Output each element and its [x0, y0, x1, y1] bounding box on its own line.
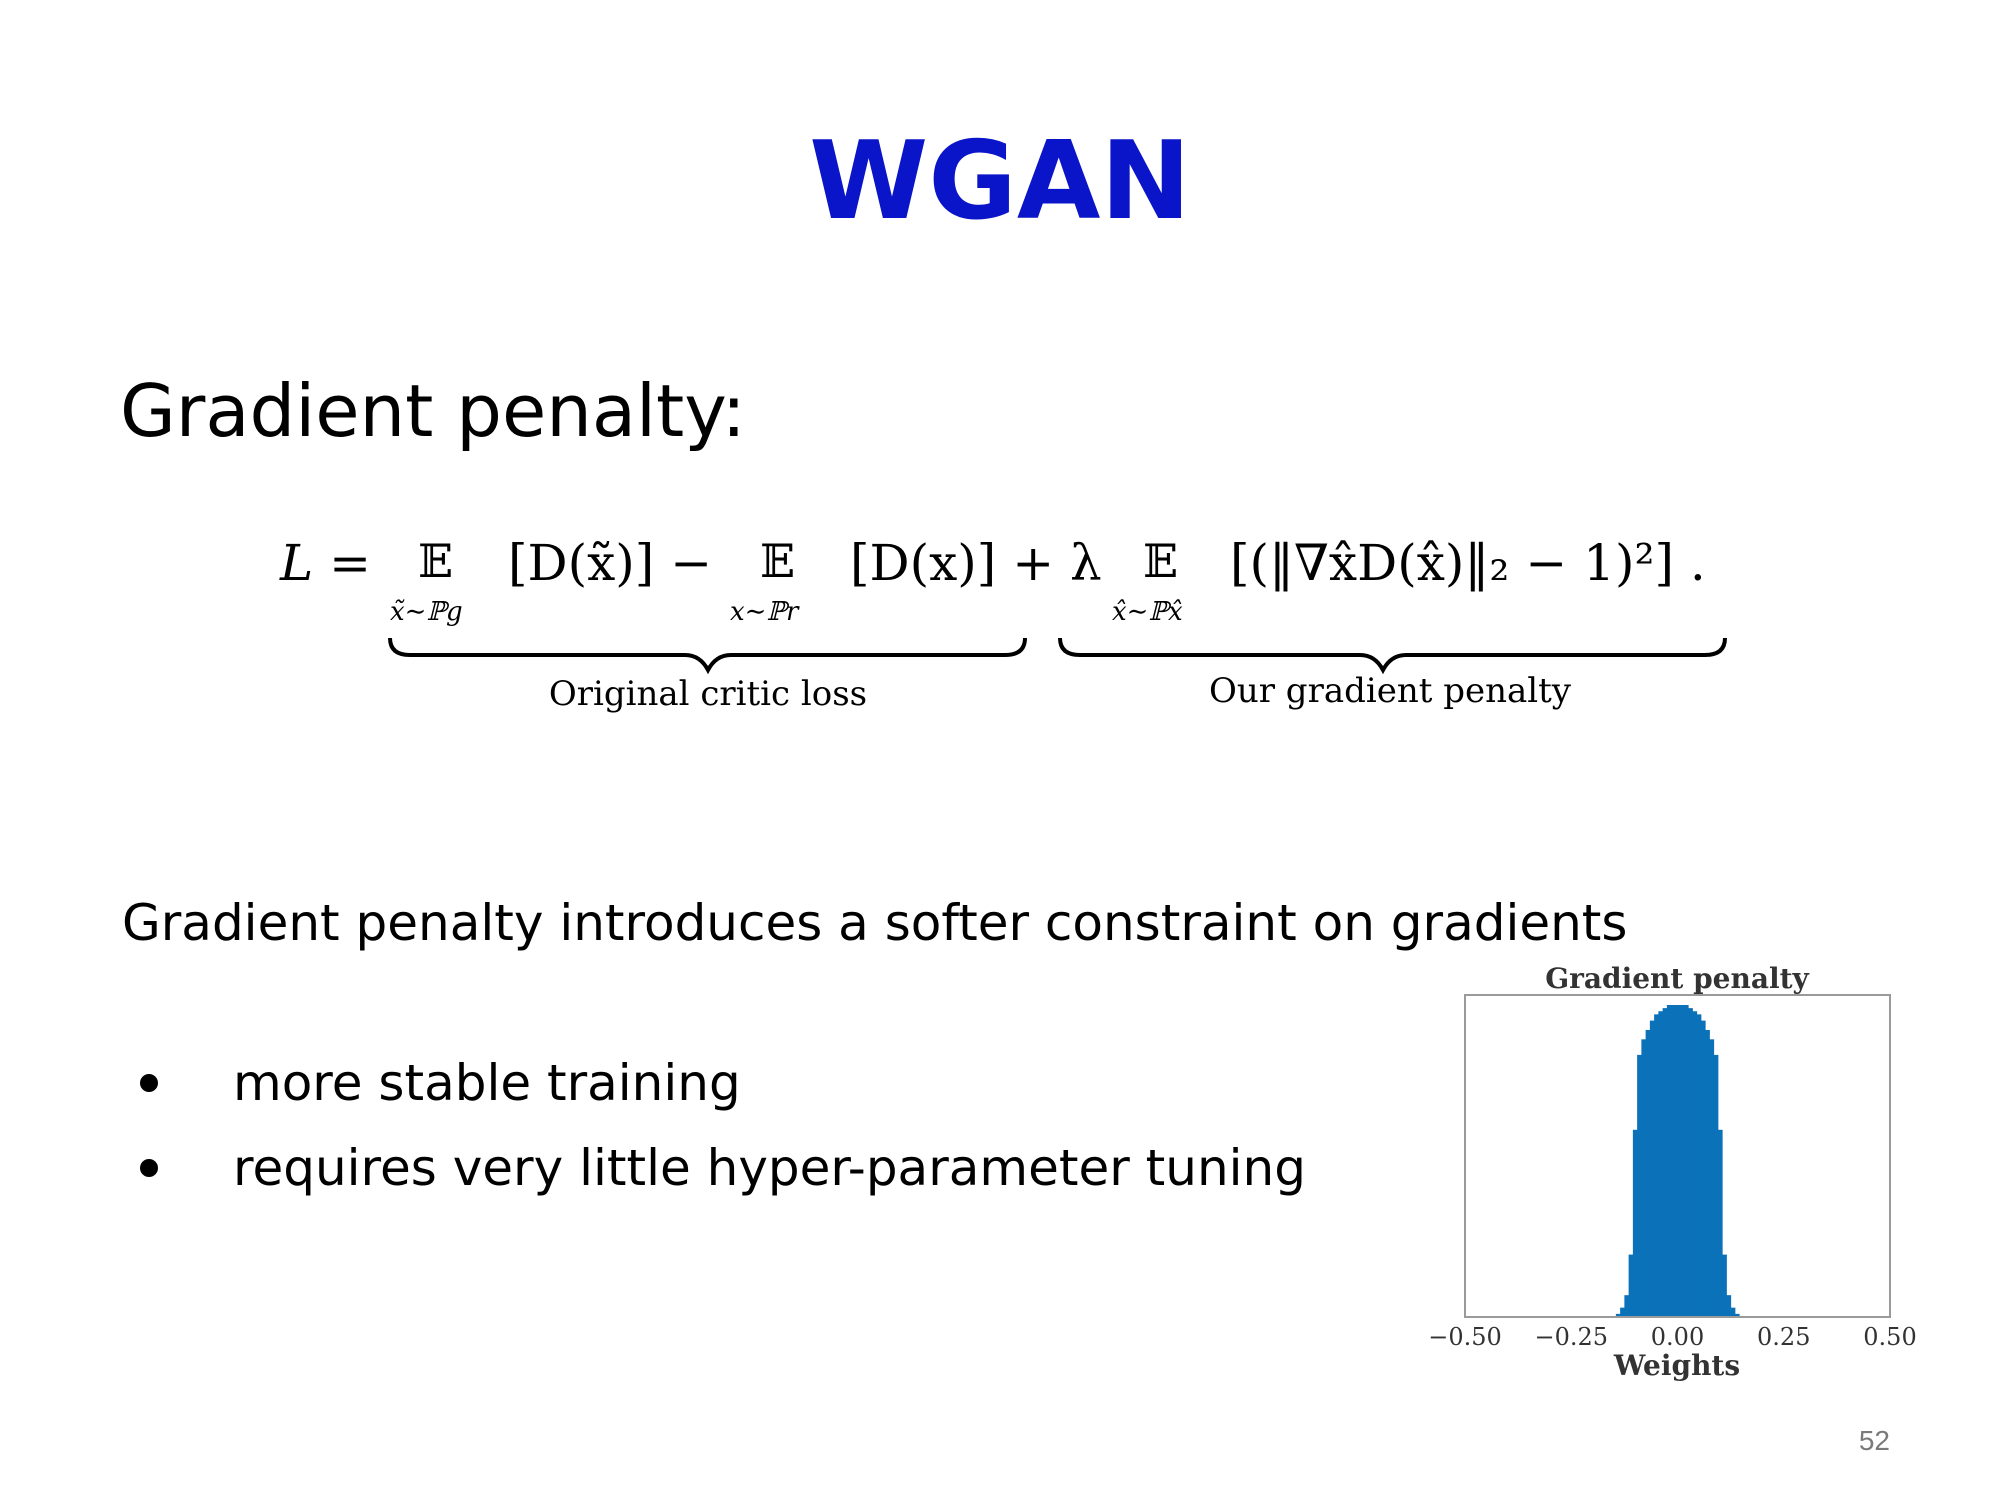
histogram-bar: [1620, 1307, 1625, 1317]
bullet-text: requires very little hyper-parameter tun…: [233, 1138, 1306, 1197]
formula-subscript-2: x∼ℙr: [730, 597, 800, 627]
histogram-bar: [1662, 1008, 1668, 1317]
formula-term-2: [D(x)] + λ: [850, 534, 1102, 592]
histogram-bar: [1671, 1005, 1676, 1317]
x-tick-label: 0.00: [1651, 1323, 1704, 1351]
histogrambars: [1615, 1005, 1740, 1317]
formula-subscript-3: x̂∼ℙx̂: [1112, 597, 1183, 627]
histogram-bar: [1641, 1039, 1647, 1317]
histogram-bar: [1713, 1054, 1719, 1317]
brace-label-original-critic-loss: Original critic loss: [549, 674, 867, 714]
page-number: 52: [1858, 1425, 1890, 1456]
bullet-text: more stable training: [233, 1053, 741, 1112]
slide-subtitle: Gradient penalty:: [120, 369, 746, 453]
x-axis-ticks: −0.50 −0.25 0.00 0.25 0.50: [1428, 1323, 1916, 1351]
histogram-bar: [1705, 1029, 1710, 1317]
gradient-penalty-histogram: Gradient penalty −0.50 −0.25 0.00 0.25 0.50 …: [1428, 962, 1916, 1382]
loss-formula: L = 𝔼 x̃∼ℙg [D(x̃)] − 𝔼 x∼ℙr [D(x)] + λ …: [279, 534, 1727, 714]
formula-expectation-3: 𝔼: [1143, 534, 1178, 588]
chart-title: Gradient penalty: [1545, 962, 1809, 995]
histogram-bar: [1658, 1011, 1664, 1317]
formula-term-3: [(‖∇x̂D(x̂)‖₂ − 1)²] .: [1230, 534, 1706, 592]
histogram-bar: [1679, 1005, 1685, 1317]
x-tick-label: −0.25: [1534, 1323, 1608, 1351]
histogram-bar: [1624, 1295, 1630, 1317]
body-text: Gradient penalty introduces a softer con…: [122, 894, 1628, 952]
x-tick-label: −0.50: [1428, 1323, 1502, 1351]
bullet-item: requires very little hyper-parameter tun…: [140, 1125, 1306, 1210]
histogram-bar: [1726, 1295, 1732, 1317]
histogram-bar: [1696, 1014, 1702, 1317]
formula-lhs: L =: [279, 534, 371, 592]
x-tick-label: 0.25: [1757, 1323, 1810, 1351]
bullet-icon: [140, 1158, 158, 1177]
chart-plot-frame: [1464, 994, 1891, 1318]
formula-subscript-1: x̃∼ℙg: [390, 597, 463, 627]
histogram-bar: [1615, 1313, 1621, 1317]
underbrace-left: [388, 637, 1027, 675]
slide-title: WGAN: [809, 119, 1191, 244]
histogram-bar: [1692, 1011, 1698, 1317]
formula-expectation-1: 𝔼: [418, 534, 453, 588]
histogram-bar: [1683, 1005, 1689, 1317]
x-axis-label: Weights: [1613, 1349, 1740, 1382]
bullet-list: more stable training requires very littl…: [140, 1040, 1306, 1210]
bullet-icon: [140, 1073, 158, 1092]
histogram-bar: [1734, 1313, 1740, 1317]
histogram-bar: [1717, 1129, 1723, 1317]
histogram-bar: [1645, 1029, 1651, 1317]
bullet-item: more stable training: [140, 1040, 1306, 1125]
histogram-bar: [1700, 1020, 1706, 1317]
histogram-bar: [1637, 1054, 1642, 1317]
histogram-bar: [1688, 1008, 1693, 1317]
histogram-bar: [1666, 1005, 1672, 1317]
histogram-bar: [1654, 1014, 1659, 1317]
formula-expectation-2: 𝔼: [760, 534, 795, 588]
x-tick-label: 0.50: [1863, 1323, 1916, 1351]
formula-term-1: [D(x̃)] −: [508, 534, 712, 592]
underbrace-right: [1058, 637, 1727, 675]
histogram-bar: [1709, 1039, 1715, 1317]
brace-label-gradient-penalty: Our gradient penalty: [1209, 671, 1572, 711]
histogram-bar: [1675, 1005, 1681, 1317]
histogram-bar: [1722, 1254, 1727, 1317]
histogram-bar: [1730, 1307, 1736, 1317]
histogram-bar: [1649, 1020, 1655, 1317]
histogram-bar: [1632, 1129, 1638, 1317]
histogram-bar: [1628, 1254, 1634, 1317]
